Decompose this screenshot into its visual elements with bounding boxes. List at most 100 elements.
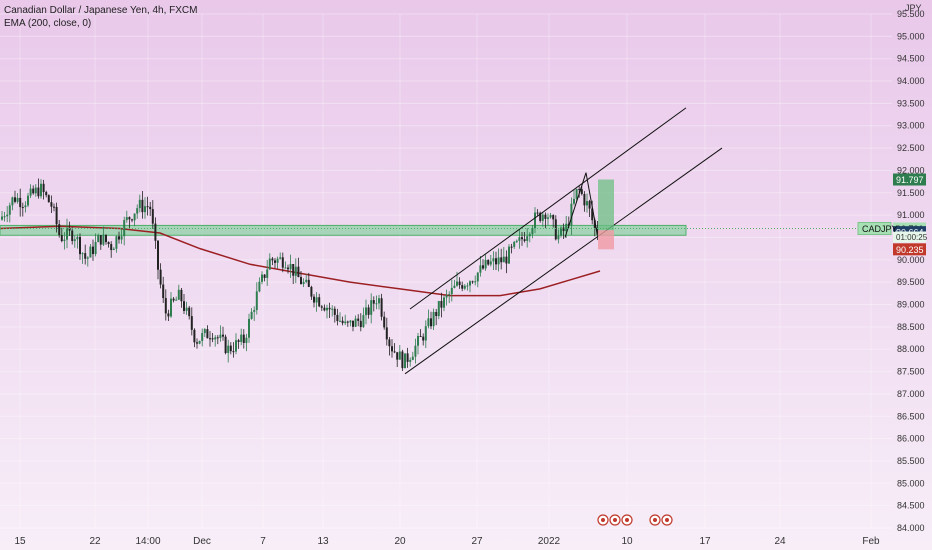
candle-body xyxy=(583,194,586,206)
candle-body xyxy=(76,236,79,240)
y-tick-label: 91.500 xyxy=(897,188,925,198)
candle-body xyxy=(196,342,198,344)
candle-body xyxy=(505,256,508,264)
event-markers[interactable] xyxy=(597,514,673,526)
candle-body xyxy=(27,195,29,206)
candle-body xyxy=(97,235,100,242)
candle-body xyxy=(513,241,516,247)
candle-body xyxy=(144,206,146,213)
candle-body xyxy=(430,318,432,327)
take-profit-box[interactable] xyxy=(598,179,614,231)
x-tick-label: 15 xyxy=(14,536,26,547)
position-tool[interactable] xyxy=(598,179,614,250)
price-axis[interactable]: 84.000 84.500 85.000 85.500 86.000 86.500 87.0… xyxy=(897,3,925,533)
candle-body xyxy=(284,267,287,269)
candle-body xyxy=(99,235,102,245)
candle-body xyxy=(45,192,48,196)
candle-body xyxy=(255,291,258,311)
candle-body xyxy=(154,223,157,241)
candle-body xyxy=(245,337,248,343)
candle-body xyxy=(344,321,347,324)
candle-body xyxy=(521,237,523,240)
candle-body xyxy=(115,236,118,249)
event-marker-dot xyxy=(653,518,657,522)
candle-body xyxy=(443,297,445,308)
candle-body xyxy=(21,207,24,209)
candle-body xyxy=(66,227,68,240)
countdown-bg xyxy=(893,231,926,243)
candle-body xyxy=(50,202,53,207)
candle-body xyxy=(391,346,393,352)
candle-body xyxy=(484,259,487,269)
candle-body xyxy=(401,351,404,369)
candle-body xyxy=(157,240,159,270)
candle-body xyxy=(508,246,510,264)
y-tick-label: 94.000 xyxy=(897,76,925,86)
symbol-tag: CADJPY xyxy=(862,224,898,234)
candle-body xyxy=(450,287,453,295)
candle-body xyxy=(42,183,45,193)
symbol-legend[interactable]: Canadian Dollar / Japanese Yen, 4h, FXCM xyxy=(4,5,198,16)
candle-body xyxy=(1,216,3,220)
candle-body xyxy=(258,281,261,292)
candle-body xyxy=(539,212,542,221)
y-tick-label: 95.500 xyxy=(897,9,925,19)
candle-body xyxy=(125,217,128,221)
candle-body xyxy=(471,281,474,283)
candle-body xyxy=(190,316,193,330)
candle-body xyxy=(188,307,191,317)
wedge-line[interactable] xyxy=(564,172,587,238)
trend-lines[interactable] xyxy=(404,107,723,375)
candle-body xyxy=(92,246,94,255)
y-tick-label: 89.500 xyxy=(897,277,925,287)
candle-body xyxy=(385,327,388,340)
x-tick-label: 2022 xyxy=(538,536,561,547)
time-axis[interactable]: 15 22 14:00 Dec 7 13 20 27 2022 10 17 24 Feb xyxy=(14,536,880,547)
channel-upper-line[interactable] xyxy=(409,107,687,310)
candle-body xyxy=(263,274,266,278)
candle-body xyxy=(250,311,253,319)
candle-body xyxy=(432,311,435,327)
candle-body xyxy=(323,307,326,311)
event-marker-dot xyxy=(665,518,669,522)
candle-body xyxy=(73,239,76,242)
candle-body xyxy=(232,351,235,353)
ema-200-line xyxy=(0,225,601,297)
candle-body xyxy=(531,228,534,235)
y-tick-label: 87.500 xyxy=(897,367,925,377)
candle-body xyxy=(458,281,461,286)
wedge-line[interactable] xyxy=(585,172,598,234)
candle-body xyxy=(162,284,165,299)
sl-price-label: 90.235 xyxy=(896,245,924,255)
candle-body xyxy=(302,281,305,285)
candle-body xyxy=(149,206,152,210)
x-tick-label: Feb xyxy=(862,536,880,547)
candle-body xyxy=(422,336,425,341)
candle-body xyxy=(346,321,349,323)
candle-body xyxy=(240,334,243,342)
candle-body xyxy=(276,258,279,263)
candle-body xyxy=(562,227,565,232)
channel-lower-line[interactable] xyxy=(404,147,723,375)
candle-body xyxy=(6,214,9,217)
candle-body xyxy=(19,197,22,208)
candle-body xyxy=(305,279,308,282)
candle-body xyxy=(11,197,14,206)
candle-body xyxy=(136,208,139,214)
candle-body xyxy=(427,318,430,327)
candle-body xyxy=(557,235,560,240)
candle-body xyxy=(292,264,295,276)
candle-body xyxy=(417,336,419,346)
stop-loss-box[interactable] xyxy=(598,230,614,250)
candle-body xyxy=(523,239,526,241)
candle-body xyxy=(14,197,16,202)
candle-body xyxy=(448,294,451,296)
indicator-legend[interactable]: EMA (200, close, 0) xyxy=(4,18,92,29)
candle-body xyxy=(453,285,456,288)
candle-body xyxy=(591,208,594,221)
candle-body xyxy=(8,205,11,215)
x-tick-label: 27 xyxy=(471,536,483,547)
